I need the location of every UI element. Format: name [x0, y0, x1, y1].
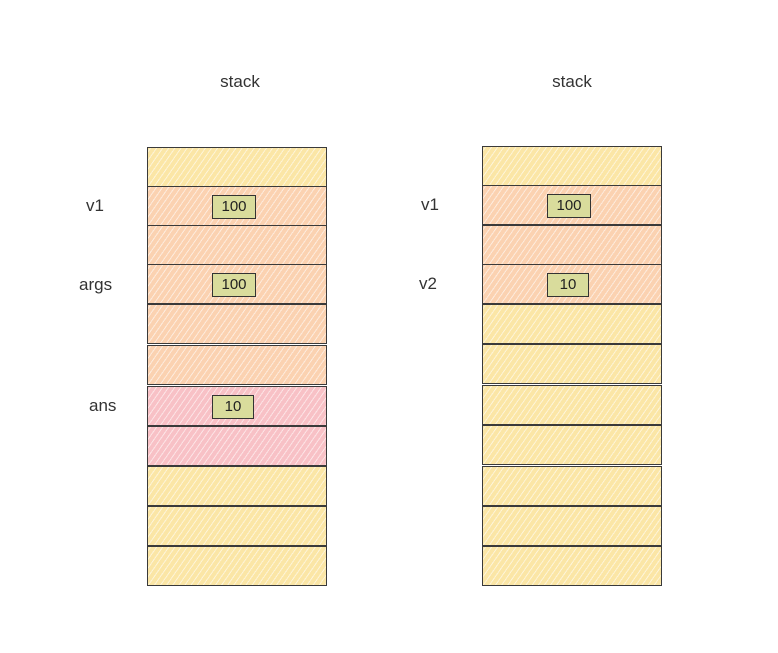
- right-value-v1: 100: [547, 194, 591, 218]
- right-stack-cell: [482, 425, 662, 465]
- right-stack-cell: [482, 344, 662, 384]
- left-stack-cell-ans: 10: [147, 386, 327, 426]
- right-stack-cell: [482, 466, 662, 506]
- left-value-args: 100: [212, 273, 256, 297]
- left-value-ans: 10: [212, 395, 254, 419]
- left-stack-cell: [147, 225, 327, 265]
- left-stack-cell-v1: 100: [147, 186, 327, 226]
- right-label-v1: v1: [421, 195, 439, 214]
- left-value-v1: 100: [212, 195, 256, 219]
- left-label-v1: v1: [86, 196, 104, 215]
- left-label-args: args: [79, 275, 113, 294]
- right-value-v2: 10: [547, 273, 589, 297]
- right-stack-cell: [482, 225, 662, 265]
- right-stack-cell-v1: 100: [482, 185, 662, 225]
- left-label-ans: ans: [89, 396, 117, 415]
- left-stack-cell-args: 100: [147, 264, 327, 304]
- left-stack-cell: [147, 466, 327, 506]
- left-stack-cell: [147, 506, 327, 546]
- right-stack-cell: [482, 146, 662, 186]
- right-stack-title: stack: [552, 72, 592, 91]
- left-stack-cell: [147, 147, 327, 187]
- right-stack-cell: [482, 304, 662, 344]
- left-stack-cell: [147, 345, 327, 385]
- right-stack-cell: [482, 546, 662, 586]
- right-stack-cell: [482, 385, 662, 425]
- right-label-v2: v2: [419, 274, 437, 293]
- left-stack-cell: [147, 426, 327, 466]
- left-stack-cell: [147, 546, 327, 586]
- left-stack-cell: [147, 304, 327, 344]
- right-stack-cell-v2: 10: [482, 264, 662, 304]
- right-stack-cell: [482, 506, 662, 546]
- left-stack-title: stack: [220, 72, 260, 91]
